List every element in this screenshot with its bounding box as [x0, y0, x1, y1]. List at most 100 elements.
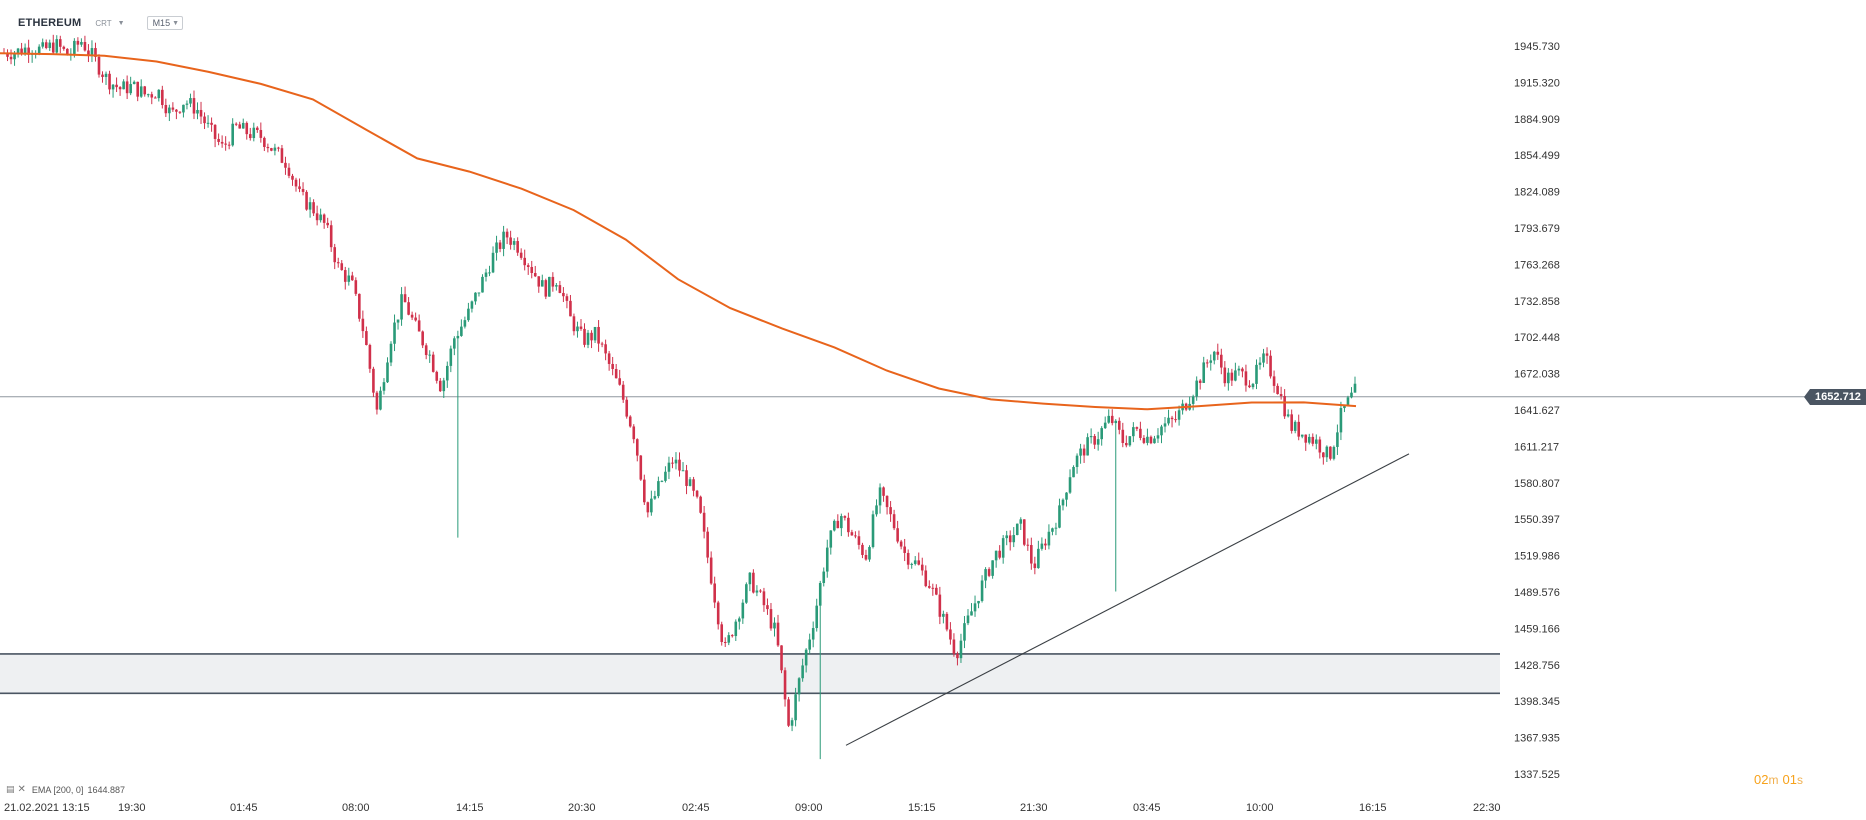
- candle-body: [375, 392, 379, 410]
- candle-body: [178, 111, 182, 113]
- candle: [1093, 433, 1096, 449]
- close-icon[interactable]: ✕: [17, 784, 26, 795]
- candle-body: [382, 382, 386, 391]
- candle: [1314, 434, 1318, 450]
- time-axis[interactable]: 21.02.2021 13:15 19:30 01:45 08:00 14:15 20:3…: [4, 802, 1501, 814]
- candle: [1276, 383, 1279, 395]
- candle: [537, 276, 541, 293]
- candle-body: [597, 326, 600, 344]
- candle-body: [576, 326, 579, 332]
- price-axis[interactable]: 1945.730 1915.320 1884.909 1854.499 1824.089…: [1514, 41, 1560, 781]
- candle-body: [519, 252, 523, 258]
- candle-body: [333, 247, 337, 263]
- candle: [1174, 411, 1177, 423]
- candle-body: [259, 129, 263, 138]
- candle-body: [1258, 362, 1262, 365]
- candle-body: [37, 46, 41, 54]
- y-tick-label: 1367.935: [1514, 733, 1560, 745]
- y-tick-label: 1398.345: [1514, 696, 1560, 708]
- candle: [467, 302, 470, 322]
- candle-body: [1135, 427, 1139, 429]
- x-tick-label: 16:15: [1359, 802, 1387, 814]
- candle-body: [358, 293, 361, 319]
- candle: [1153, 435, 1156, 444]
- candle-body: [224, 143, 227, 145]
- candle: [111, 83, 115, 98]
- candle-body: [1230, 372, 1234, 381]
- candle: [1283, 389, 1286, 419]
- candle: [410, 311, 414, 321]
- candle-body: [491, 252, 495, 273]
- candle-body: [586, 332, 590, 345]
- candle-body: [1195, 380, 1198, 397]
- candle-body: [27, 47, 30, 55]
- candle: [1082, 444, 1086, 463]
- candle-body: [723, 642, 727, 644]
- y-tick-label: 1489.576: [1514, 587, 1560, 599]
- candle-body: [44, 42, 48, 48]
- trendline-drawing[interactable]: [845, 453, 1410, 746]
- candle-body: [917, 560, 921, 565]
- candle: [548, 276, 551, 297]
- candle: [1110, 409, 1114, 426]
- candle-body: [51, 42, 55, 53]
- candle: [150, 91, 154, 105]
- candle-body: [790, 720, 794, 726]
- candle-body: [604, 344, 607, 354]
- candle: [1220, 348, 1223, 375]
- candle: [523, 249, 526, 271]
- badge-arrow: [1804, 388, 1810, 405]
- candle: [118, 86, 122, 96]
- candle-body: [935, 587, 938, 595]
- candle: [375, 390, 379, 415]
- candle-body: [833, 520, 836, 531]
- candle: [1336, 424, 1339, 455]
- candle: [153, 96, 157, 99]
- y-tick-label: 1854.499: [1514, 150, 1560, 162]
- candle: [509, 230, 512, 250]
- candle-body: [1015, 523, 1019, 536]
- candle-body: [977, 600, 980, 604]
- candle: [368, 343, 372, 373]
- candle-body: [1220, 354, 1223, 368]
- candle: [850, 529, 854, 536]
- candle-body: [1149, 436, 1153, 444]
- candle-body: [1142, 437, 1146, 443]
- candle-body: [942, 613, 945, 617]
- candle: [185, 100, 189, 110]
- candle-body: [495, 242, 498, 253]
- candle-body: [569, 300, 572, 317]
- candle-body: [484, 272, 488, 277]
- candle-body: [83, 41, 87, 51]
- candle: [530, 260, 534, 279]
- candle-body: [48, 42, 52, 48]
- candle-body: [1019, 519, 1023, 524]
- candle: [755, 585, 759, 597]
- chart-type-dropdown[interactable]: CRT ▼: [95, 19, 124, 28]
- candle-body: [1033, 563, 1037, 569]
- candle: [1297, 414, 1301, 441]
- candle-body: [238, 124, 242, 129]
- candle-body: [210, 122, 213, 125]
- interval-dropdown[interactable]: M15 ▼: [146, 16, 184, 30]
- candle: [1262, 348, 1265, 368]
- candle-body: [157, 89, 161, 99]
- candle: [804, 648, 808, 673]
- candle-body: [1198, 380, 1202, 383]
- symbol-name[interactable]: ETHEREUM: [18, 17, 82, 29]
- candle: [1132, 422, 1135, 443]
- candle-body: [1293, 421, 1297, 431]
- candle-body: [973, 603, 977, 612]
- candle-body: [1047, 531, 1051, 546]
- candle-body: [125, 81, 129, 94]
- candle-body: [1346, 397, 1350, 406]
- candle-body: [150, 94, 154, 98]
- candle-body: [1223, 367, 1227, 384]
- candle: [1304, 434, 1308, 451]
- candle-body: [938, 594, 942, 617]
- settings-icon[interactable]: ▤: [6, 784, 15, 794]
- candle-body: [1262, 353, 1265, 363]
- candle-body: [949, 629, 952, 640]
- candle: [625, 396, 629, 419]
